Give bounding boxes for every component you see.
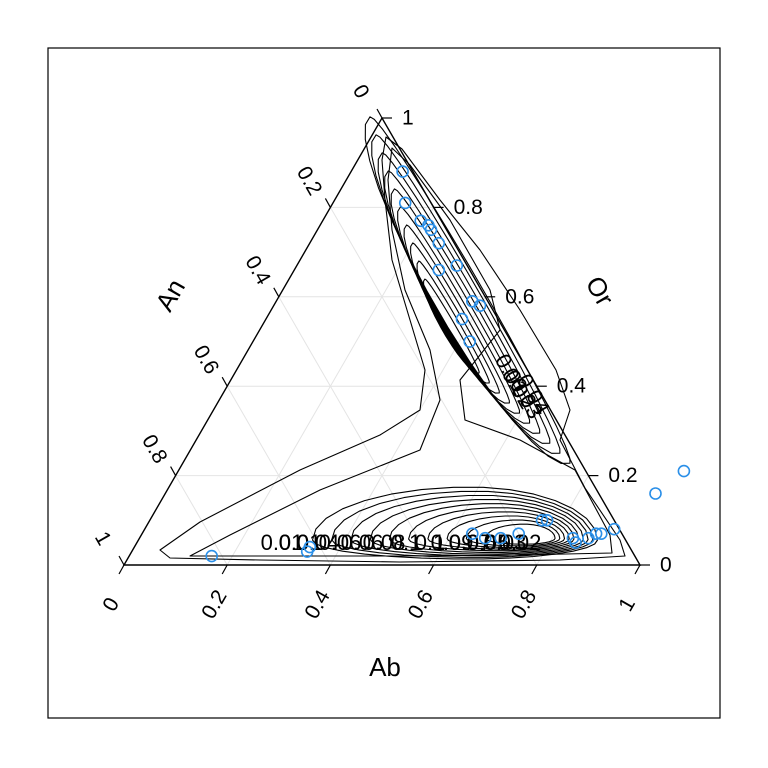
tick-an [170, 466, 177, 476]
contour-line [331, 490, 594, 558]
tick-ab [531, 564, 538, 575]
data-point [540, 513, 554, 527]
data-point [473, 299, 487, 313]
tick-label-ab: 1 [614, 594, 640, 616]
data-point [455, 312, 469, 326]
data-point [303, 540, 317, 554]
contour-line [408, 507, 575, 552]
data-point [396, 165, 409, 178]
tick-an [273, 287, 280, 298]
data-point [432, 236, 446, 250]
tick-label-or: 0.6 [505, 285, 534, 308]
tick-label-or: 0 [660, 554, 672, 577]
grid-line-an [226, 385, 331, 566]
data-point [649, 487, 662, 500]
contour-label: 0.01 [261, 530, 304, 555]
tick-label-ab: 0.2 [197, 586, 232, 623]
data-point [512, 527, 526, 541]
data-point [535, 513, 549, 527]
data-point [205, 549, 218, 563]
grid-line-an [278, 296, 435, 566]
grid-line-an [175, 475, 228, 566]
tick-label-ab: 0 [98, 594, 124, 616]
data-point [398, 196, 412, 210]
contour-label: 0.04 [297, 530, 340, 555]
data-points [205, 165, 691, 563]
data-point [478, 531, 492, 545]
data-point [607, 522, 621, 536]
contour-label: 0.1 [415, 530, 446, 555]
tick-an [118, 555, 125, 566]
contour-line [427, 511, 570, 550]
data-point [463, 335, 477, 348]
tick-label-an: 1 [90, 528, 116, 550]
contour-label: 0.02 [499, 530, 542, 555]
data-point [677, 464, 691, 478]
data-point [424, 223, 438, 237]
contour-label: 0.07 [449, 530, 492, 555]
contour-line [369, 499, 584, 555]
tick-ab [634, 564, 641, 575]
tick-ab [324, 564, 331, 575]
contour-line [159, 136, 626, 563]
tick-an [376, 108, 383, 119]
tick-label-an: 0.2 [292, 163, 327, 200]
contour-label: 0.1 [391, 530, 422, 555]
contour-line [388, 503, 580, 553]
tick-label-an: 0 [348, 81, 374, 103]
data-point [450, 259, 464, 272]
tick-label-or: 0.4 [557, 375, 587, 398]
data-point [494, 531, 508, 545]
tick-label-or: 0.2 [608, 464, 637, 487]
axis-ticks [118, 108, 650, 575]
data-point [465, 527, 479, 541]
ternary-triangle [122, 116, 642, 566]
axis-label-ab: Ab [369, 652, 401, 682]
tick-label-or: 1 [402, 107, 414, 130]
tick-label-or: 0.8 [454, 196, 483, 219]
tick-ab [428, 564, 435, 575]
data-point [589, 527, 603, 541]
contour-line [350, 494, 589, 557]
tick-an [324, 198, 331, 208]
tick-label-an: 0.8 [137, 431, 172, 468]
contour-line [465, 519, 561, 547]
contour-label: 0.08 [363, 530, 406, 555]
data-point [432, 263, 446, 277]
tick-label-ab: 0.6 [404, 586, 439, 623]
grid-line-ab [433, 385, 538, 566]
tick-an [221, 376, 228, 387]
data-point [594, 527, 608, 541]
tick-ab [221, 564, 228, 575]
axis-label-or: Or [580, 271, 621, 311]
tick-label-an: 0.4 [240, 252, 275, 289]
contour-line [446, 515, 566, 549]
axis-label-an: An [149, 274, 191, 317]
tick-label-ab: 0.8 [507, 586, 542, 623]
data-point [569, 536, 582, 549]
tick-label-an: 0.6 [189, 341, 224, 378]
tick-label-ab: 0.4 [300, 586, 335, 623]
contour-labels: 0.010.010.040.060.060.080.10.10.090.070.… [261, 349, 555, 555]
plot-frame [47, 47, 721, 719]
density-contours [159, 116, 626, 563]
contour-line [311, 486, 599, 560]
contour-label: 0.06 [341, 530, 384, 555]
contour-line [423, 278, 480, 374]
tick-ab [118, 564, 125, 575]
grid-line-ab [329, 296, 486, 566]
contour-label: 0.06 [319, 530, 362, 555]
